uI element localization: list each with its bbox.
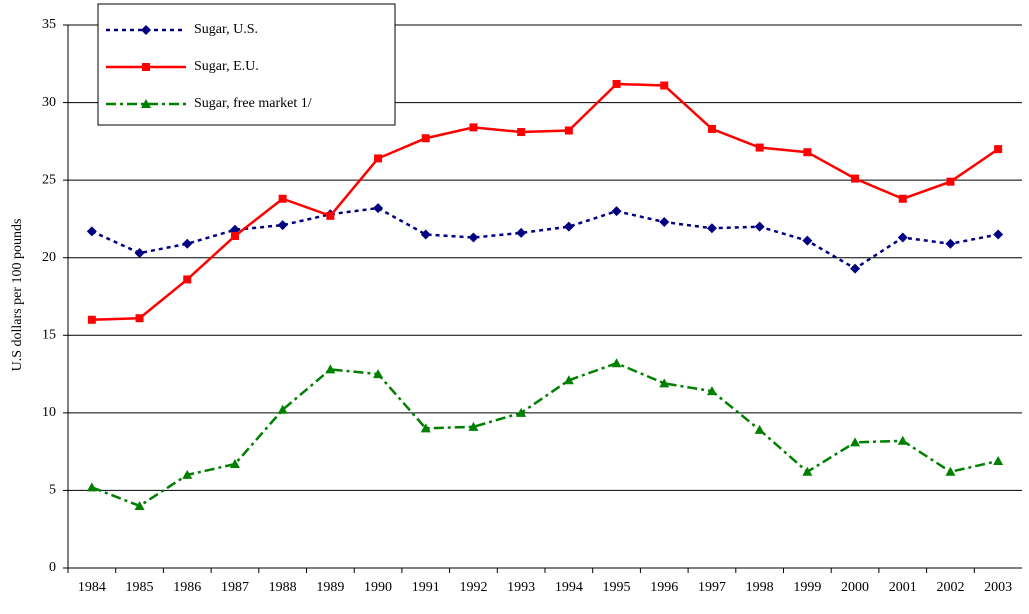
- data-point: [374, 154, 383, 163]
- y-tick-label: 0: [49, 560, 56, 575]
- data-point: [517, 128, 526, 137]
- data-point: [945, 466, 956, 476]
- data-point: [468, 232, 479, 243]
- x-tick-label: 1998: [746, 580, 774, 595]
- x-tick-label: 1997: [698, 580, 726, 595]
- y-tick-label: 30: [42, 95, 56, 110]
- y-axis-label: U.S dollars per 100 pounds: [10, 219, 25, 372]
- data-point: [563, 375, 574, 385]
- y-tick-label: 10: [42, 405, 56, 420]
- y-tick-label: 35: [42, 17, 56, 32]
- data-point: [420, 229, 431, 240]
- series-line: [91, 82, 999, 322]
- x-tick-label: 1995: [603, 580, 631, 595]
- legend-label: Sugar, U.S.: [194, 22, 258, 37]
- data-point: [325, 364, 336, 374]
- x-tick-label: 1994: [555, 580, 583, 595]
- data-point: [850, 437, 861, 447]
- data-point: [86, 482, 97, 492]
- legend-label: Sugar, E.U.: [194, 59, 259, 74]
- data-point: [278, 194, 287, 203]
- data-point: [134, 500, 145, 510]
- data-point: [564, 126, 573, 135]
- data-point: [706, 386, 717, 396]
- x-tick-label: 1996: [650, 580, 678, 595]
- x-tick-label: 1989: [316, 580, 344, 595]
- data-point: [421, 134, 430, 143]
- legend-marker: [141, 25, 151, 35]
- data-point: [468, 421, 479, 431]
- x-tick-label: 2002: [936, 580, 964, 595]
- data-point: [754, 424, 765, 434]
- data-point: [802, 235, 813, 246]
- data-point: [707, 124, 716, 133]
- data-point: [277, 404, 288, 414]
- series-line: [91, 361, 999, 508]
- y-tick-label: 15: [42, 328, 56, 343]
- x-tick-label: 1999: [793, 580, 821, 595]
- y-tick-label: 20: [42, 250, 56, 265]
- data-point: [230, 231, 239, 240]
- data-point: [755, 143, 764, 152]
- x-tick-label: 1985: [126, 580, 154, 595]
- legend-label: Sugar, free market 1/: [194, 96, 312, 111]
- legend-marker: [142, 63, 150, 71]
- data-point: [611, 206, 622, 217]
- data-point: [135, 314, 144, 323]
- x-tick-label: 1986: [173, 580, 201, 595]
- data-point: [469, 123, 478, 132]
- data-point: [897, 232, 908, 243]
- series-line: [91, 206, 999, 271]
- data-point: [516, 407, 527, 417]
- data-point: [945, 238, 956, 249]
- x-tick-label: 2000: [841, 580, 869, 595]
- data-point: [659, 378, 670, 388]
- data-point: [326, 211, 335, 220]
- data-point: [898, 194, 907, 203]
- data-point: [754, 221, 765, 232]
- x-tick-label: 1990: [364, 580, 392, 595]
- x-tick-label: 1993: [507, 580, 535, 595]
- data-point: [993, 455, 1004, 465]
- data-point: [134, 248, 145, 259]
- y-tick-label: 25: [42, 172, 56, 187]
- data-point: [946, 177, 955, 186]
- data-point: [277, 220, 288, 231]
- data-point: [850, 263, 861, 274]
- data-point: [86, 226, 97, 237]
- data-point: [183, 275, 192, 284]
- data-point: [182, 469, 193, 479]
- data-point: [851, 174, 860, 183]
- x-tick-label: 1987: [221, 580, 249, 595]
- data-point: [659, 217, 670, 228]
- data-point: [994, 145, 1003, 154]
- data-point: [993, 229, 1004, 240]
- x-tick-label: 1992: [459, 580, 487, 595]
- x-tick-label: 1991: [412, 580, 440, 595]
- data-point: [803, 148, 812, 157]
- data-point: [660, 81, 669, 90]
- x-tick-label: 1988: [269, 580, 297, 595]
- data-point: [516, 227, 527, 238]
- x-tick-label: 1984: [78, 580, 106, 595]
- x-tick-label: 2003: [984, 580, 1012, 595]
- data-point: [373, 203, 384, 214]
- data-point: [611, 358, 622, 368]
- data-point: [87, 315, 96, 324]
- data-point: [182, 238, 193, 249]
- data-point: [420, 423, 431, 433]
- data-point: [612, 79, 621, 88]
- data-point: [373, 369, 384, 379]
- data-point: [706, 223, 717, 234]
- y-tick-label: 5: [49, 483, 56, 498]
- data-point: [897, 435, 908, 445]
- legend-marker: [141, 99, 151, 108]
- data-point: [802, 466, 813, 476]
- data-point: [563, 221, 574, 232]
- data-point: [229, 459, 240, 469]
- x-tick-label: 2001: [889, 580, 917, 595]
